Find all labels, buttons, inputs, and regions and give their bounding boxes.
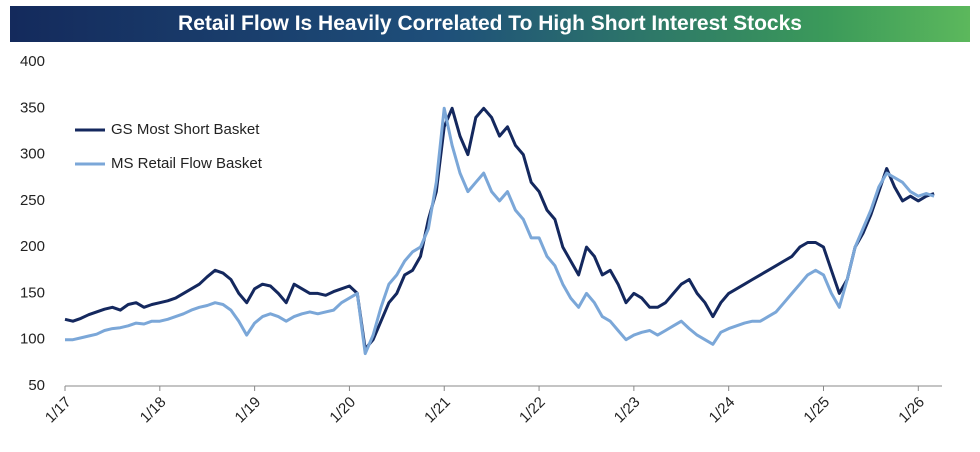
- x-tick-label: 1/23: [611, 394, 644, 427]
- y-tick-label: 350: [20, 99, 45, 116]
- x-tick-label: 1/17: [42, 394, 75, 427]
- x-tick-label: 1/20: [326, 394, 359, 427]
- title-banner: Retail Flow Is Heavily Correlated To Hig…: [10, 6, 970, 42]
- y-tick-label: 100: [20, 331, 45, 348]
- y-tick-label: 250: [20, 192, 45, 209]
- y-tick-label: 300: [20, 146, 45, 163]
- x-tick-label: 1/26: [895, 394, 928, 427]
- legend-label: MS Retail Flow Basket: [111, 155, 263, 172]
- x-tick-label: 1/21: [421, 394, 454, 427]
- series-line: [65, 106, 935, 356]
- series-line: [64, 106, 935, 351]
- x-tick-label: 1/19: [232, 394, 265, 427]
- y-tick-label: 50: [28, 377, 45, 394]
- x-tick-label: 1/25: [800, 394, 833, 427]
- y-tick-label: 400: [20, 53, 45, 70]
- y-tick-label: 200: [20, 238, 45, 255]
- x-tick-label: 1/22: [516, 394, 549, 427]
- legend-label: GS Most Short Basket: [111, 121, 260, 138]
- x-tick-label: 1/24: [706, 394, 739, 427]
- x-tick-label: 1/18: [137, 394, 170, 427]
- y-tick-label: 150: [20, 284, 45, 301]
- chart-title: Retail Flow Is Heavily Correlated To Hig…: [178, 12, 802, 35]
